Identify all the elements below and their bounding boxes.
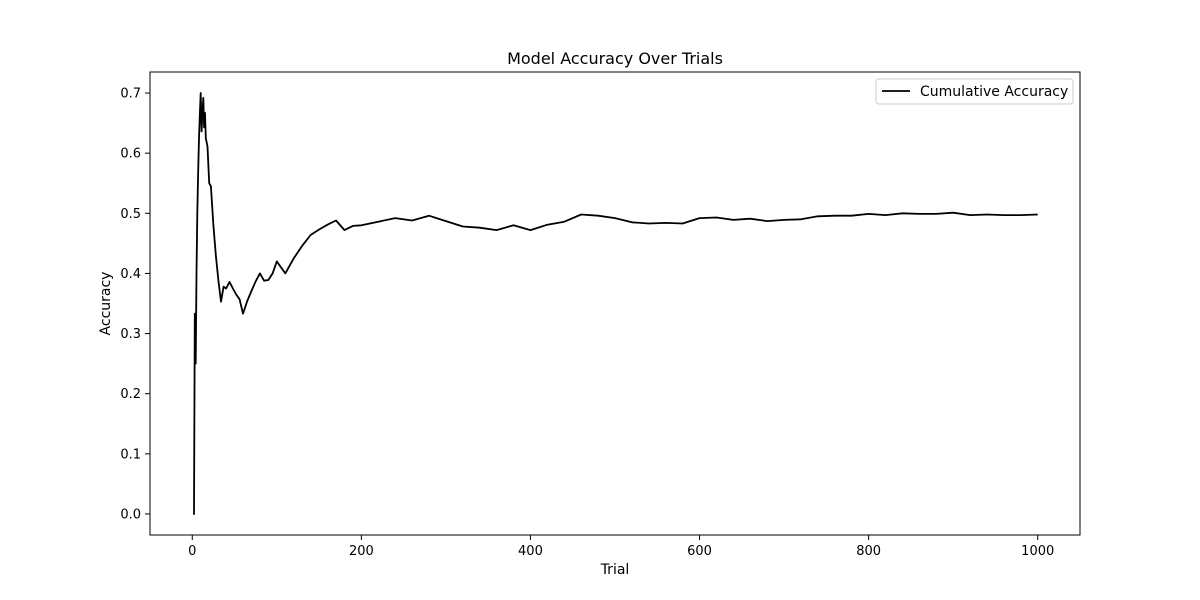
legend: Cumulative Accuracy xyxy=(875,78,1074,105)
x-tick-label: 600 xyxy=(687,544,712,559)
legend-entry-cumulative-accuracy: Cumulative Accuracy xyxy=(920,84,1068,100)
plot-frame xyxy=(149,71,1081,536)
y-tick-label: 0.5 xyxy=(120,207,141,222)
y-tick-label: 0.4 xyxy=(120,267,141,282)
x-axis-label: Trial xyxy=(600,562,630,578)
y-tick-label: 0.6 xyxy=(120,147,141,162)
y-tick-label: 0.1 xyxy=(120,447,141,462)
y-tick-label: 0.7 xyxy=(120,87,141,102)
chart-title: Model Accuracy Over Trials xyxy=(507,49,723,68)
x-tick-label: 200 xyxy=(349,544,374,559)
y-axis-label: Accuracy xyxy=(98,272,114,336)
x-axis-ticks: 0 200 400 600 800 1000 xyxy=(188,535,1054,559)
x-tick-label: 0 xyxy=(188,544,196,559)
y-tick-label: 0.0 xyxy=(120,507,141,522)
plot-area xyxy=(150,72,1080,535)
y-tick-label: 0.2 xyxy=(120,387,141,402)
x-tick-label: 800 xyxy=(856,544,881,559)
x-tick-label: 400 xyxy=(518,544,543,559)
y-tick-label: 0.3 xyxy=(120,327,141,342)
x-tick-label: 1000 xyxy=(1021,544,1054,559)
legend-box xyxy=(875,78,1074,105)
y-axis-ticks: 0.0 0.1 0.2 0.3 0.4 0.5 0.6 0.7 xyxy=(120,87,150,522)
series-line-cumulative-accuracy xyxy=(193,92,1038,515)
